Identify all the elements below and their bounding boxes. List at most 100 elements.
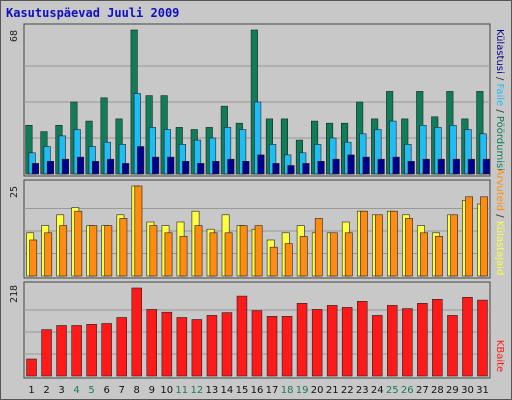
bar-bottom-s0-day-28 — [432, 298, 443, 377]
bar-middle-s1-day-4 — [74, 210, 83, 277]
bar-top-s2-day-5 — [92, 161, 100, 175]
x-tick-day-13: 13 — [206, 385, 219, 396]
legend-separator: / — [494, 211, 505, 221]
bar-bottom-s0-day-11 — [176, 317, 188, 377]
x-tick-day-29: 29 — [446, 385, 459, 396]
bar-middle-s1-day-29 — [450, 214, 458, 277]
bar-top-s2-day-27 — [422, 158, 430, 175]
x-tick-day-18: 18 — [281, 385, 294, 396]
bar-middle-s1-day-26 — [405, 218, 413, 277]
legend-middle: Arvuteid / Külastajaid — [494, 169, 505, 276]
bar-middle-s1-day-10 — [164, 232, 173, 277]
bar-top-s2-day-15 — [242, 161, 250, 175]
bar-bottom-s0-day-14 — [221, 312, 233, 377]
bar-bottom-s0-day-19 — [296, 302, 308, 377]
bar-bottom-s0-day-3 — [56, 325, 67, 377]
legend-kulastusi: Külastusi — [494, 29, 505, 74]
bar-middle-s1-day-28 — [435, 236, 443, 277]
legend-arvuteid: Arvuteid — [494, 169, 505, 211]
bar-middle-s1-day-6 — [104, 225, 113, 277]
bar-middle-s1-day-7 — [119, 218, 128, 277]
bar-middle-s1-day-3 — [59, 225, 68, 277]
bar-top-s2-day-1 — [31, 163, 40, 175]
x-tick-day-15: 15 — [236, 385, 249, 396]
x-tick-day-22: 22 — [341, 385, 354, 396]
x-tick-day-14: 14 — [221, 385, 234, 396]
bar-bottom-s0-day-22 — [341, 307, 353, 377]
bar-bottom-s0-day-21 — [326, 305, 338, 377]
bar-top-s2-day-8 — [137, 146, 145, 175]
bar-bottom-s0-day-12 — [191, 319, 203, 377]
bar-middle-s1-day-24 — [374, 214, 383, 277]
bar-middle-s1-day-12 — [194, 225, 203, 277]
bar-middle-s1-day-9 — [149, 225, 158, 277]
panel-bottom-ymax-label: 218 — [9, 285, 20, 303]
bar-top-s2-day-29 — [452, 158, 460, 175]
legend-separator: / — [494, 74, 505, 84]
bar-bottom-s0-day-4 — [71, 325, 82, 377]
x-tick-day-19: 19 — [296, 385, 309, 396]
x-tick-day-8: 8 — [134, 385, 140, 396]
bar-bottom-s0-day-10 — [161, 311, 173, 377]
bar-middle-s1-day-13 — [209, 232, 218, 277]
legend-bottom: KBaite — [494, 340, 505, 372]
bar-middle-s1-day-18 — [284, 243, 293, 277]
bar-bottom-s0-day-18 — [281, 315, 293, 377]
x-tick-day-9: 9 — [149, 385, 155, 396]
bar-top-s2-day-31 — [482, 158, 490, 175]
legend-kbaite: KBaite — [494, 340, 505, 372]
x-tick-day-24: 24 — [371, 385, 384, 396]
x-tick-day-31: 31 — [476, 385, 489, 396]
bar-bottom-s0-day-27 — [417, 302, 428, 377]
bar-top-s2-day-23 — [362, 156, 370, 175]
x-tick-day-6: 6 — [104, 385, 110, 396]
bar-middle-s1-day-8 — [134, 185, 143, 277]
x-tick-day-2: 2 — [43, 385, 49, 396]
x-tick-day-5: 5 — [88, 385, 94, 396]
bar-top-s2-day-13 — [212, 161, 220, 175]
bar-top-s2-day-14 — [227, 158, 235, 175]
x-tick-day-16: 16 — [251, 385, 264, 396]
x-tick-day-28: 28 — [431, 385, 444, 396]
bar-top-s2-day-9 — [152, 156, 160, 175]
bar-bottom-s0-day-16 — [251, 310, 263, 377]
bar-bottom-s0-day-30 — [462, 296, 473, 377]
x-tick-day-20: 20 — [311, 385, 324, 396]
x-tick-day-7: 7 — [119, 385, 125, 396]
bar-middle-s1-day-19 — [299, 236, 308, 277]
bar-bottom-s0-day-8 — [131, 287, 143, 377]
bar-bottom-s0-day-20 — [311, 309, 323, 377]
x-tick-day-12: 12 — [191, 385, 204, 396]
bar-bottom-s0-day-5 — [86, 323, 97, 377]
panel-middle-ymax-label: 25 — [9, 186, 20, 198]
bar-top-s2-day-16 — [257, 154, 265, 175]
bar-bottom-s0-day-31 — [477, 299, 488, 377]
bar-top-s2-day-6 — [107, 158, 115, 175]
bar-top-s2-day-22 — [347, 154, 355, 175]
bar-bottom-s0-day-23 — [356, 300, 368, 377]
bar-top-s2-day-28 — [437, 158, 445, 175]
bar-top-s2-day-20 — [317, 161, 325, 175]
bar-bottom-s0-day-17 — [266, 315, 278, 377]
bar-bottom-s0-day-7 — [116, 317, 128, 377]
bar-top-s2-day-10 — [167, 156, 175, 175]
x-tick-day-11: 11 — [175, 385, 188, 396]
bar-bottom-s0-day-24 — [371, 315, 383, 377]
bar-top-s2-day-17 — [272, 163, 280, 175]
bar-top-s2-day-26 — [407, 161, 415, 175]
bar-bottom-s0-day-6 — [101, 323, 112, 377]
x-tick-day-26: 26 — [401, 385, 414, 396]
legend-top: Külastusi / Faile / Pöördumisi — [494, 29, 505, 171]
bar-bottom-s0-day-25 — [386, 305, 398, 377]
x-tick-day-1: 1 — [28, 385, 34, 396]
bar-bottom-s0-day-2 — [41, 329, 52, 377]
bar-top-s2-day-12 — [197, 163, 205, 175]
bar-middle-s1-day-27 — [420, 232, 428, 277]
bar-top-s2-day-19 — [302, 163, 310, 175]
bar-middle-s1-day-23 — [359, 210, 368, 277]
bar-middle-s1-day-17 — [269, 246, 278, 277]
x-tick-day-4: 4 — [73, 385, 79, 396]
bar-bottom-s0-day-9 — [146, 309, 158, 377]
bar-top-s2-day-21 — [332, 158, 340, 175]
